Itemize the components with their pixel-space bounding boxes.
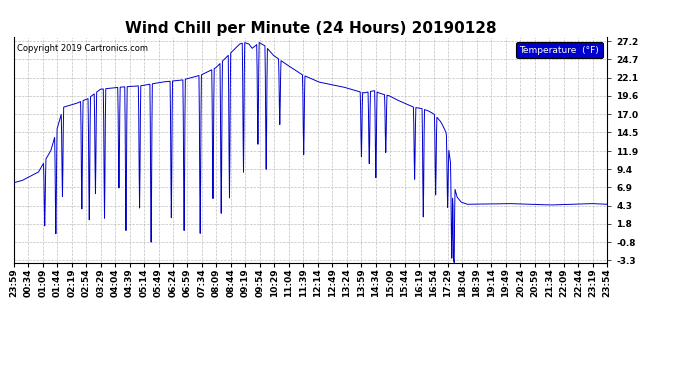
Text: Copyright 2019 Cartronics.com: Copyright 2019 Cartronics.com <box>17 44 148 53</box>
Legend: Temperature  (°F): Temperature (°F) <box>515 42 602 58</box>
Title: Wind Chill per Minute (24 Hours) 20190128: Wind Chill per Minute (24 Hours) 2019012… <box>125 21 496 36</box>
